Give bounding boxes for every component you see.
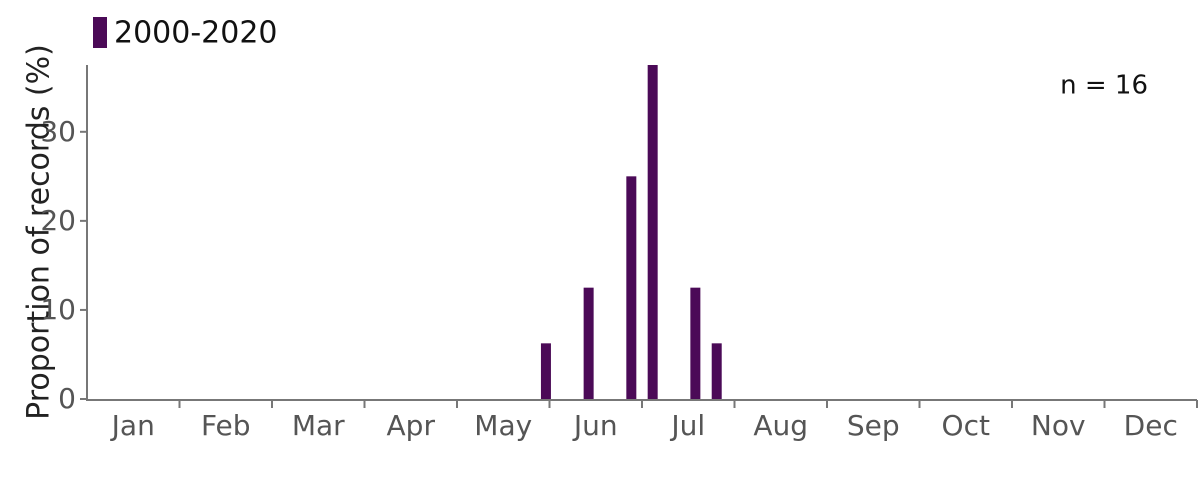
y-axis-label: Proportion of records (%) [22, 44, 57, 420]
x-tick-label: Jul [669, 409, 705, 442]
y-tick-label: 20 [40, 204, 76, 237]
y-tick-label: 10 [40, 293, 76, 326]
x-tick-label: Jun [572, 409, 618, 442]
x-tick-label: Mar [292, 409, 345, 442]
x-tick-label: Dec [1124, 409, 1178, 442]
bar [583, 287, 594, 399]
y-tick-label: 30 [40, 115, 76, 148]
x-tick-label: Oct [942, 409, 990, 442]
annotation: n = 16 [1060, 71, 1148, 101]
legend-swatch [93, 17, 107, 48]
x-tick-label: Jan [110, 409, 155, 442]
x-tick-label: Sep [847, 409, 900, 442]
bar [690, 287, 701, 399]
y-tick-label: 0 [58, 382, 76, 415]
x-tick-label: Nov [1031, 409, 1086, 442]
x-tick-label: May [474, 409, 532, 442]
bar [626, 176, 637, 399]
bar [647, 65, 658, 399]
legend-label: 2000-2020 [114, 16, 278, 51]
bar [540, 343, 551, 399]
x-tick-label: Apr [387, 409, 436, 442]
x-tick-label: Feb [201, 409, 251, 442]
bar [711, 343, 722, 399]
x-tick-label: Aug [753, 409, 808, 442]
